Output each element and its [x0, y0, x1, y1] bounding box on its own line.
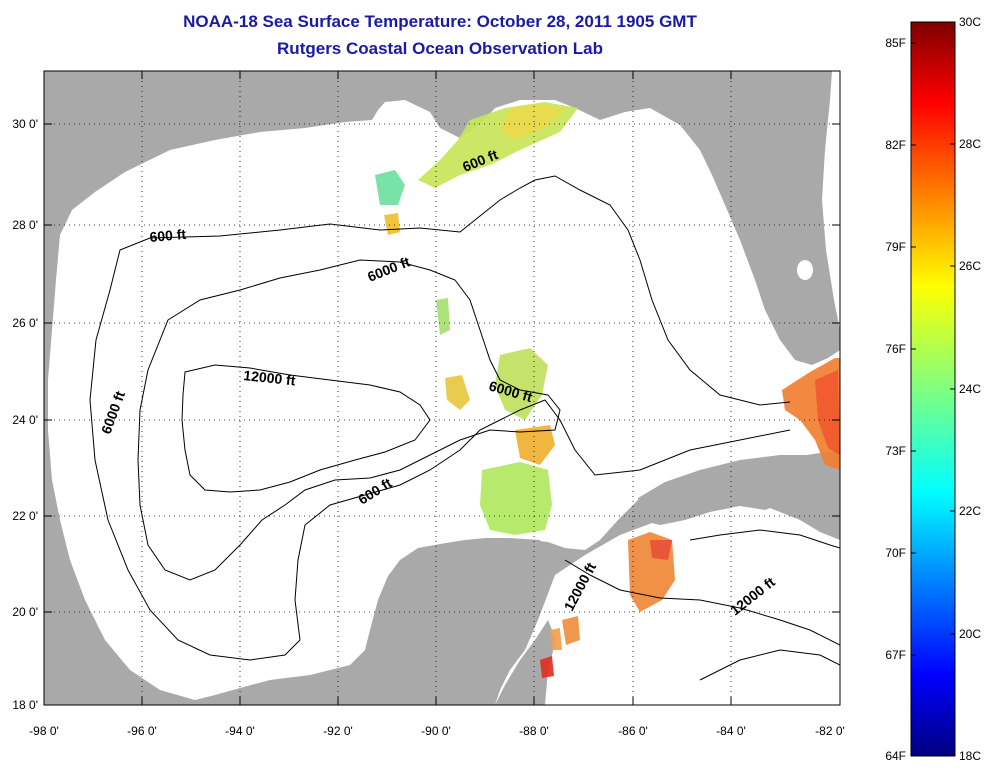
colorbar-c-label: 18C	[959, 749, 981, 763]
map-tick-marks	[43, 71, 841, 705]
bathymetry-contours	[89, 175, 840, 681]
lat-tick-label: 18 0'	[12, 698, 38, 712]
sst-patch-central-1	[436, 298, 450, 335]
sst-patch-central-4	[515, 425, 555, 465]
contour-label: 12000 ft	[243, 367, 297, 388]
lat-tick-label: 22 0'	[12, 509, 38, 523]
sst-patch-la-coast-2	[500, 104, 565, 140]
lat-tick-label: 28 0'	[12, 218, 38, 232]
lon-tick-label: -86 0'	[618, 724, 648, 738]
map-area: 600 ft 600 ft 6000 ft 6000 ft 12000 ft 6…	[44, 71, 840, 705]
gulf-ocean	[48, 100, 840, 700]
colorbar-f-label: 73F	[885, 444, 906, 458]
atlantic-ocean	[822, 71, 840, 330]
lat-tick-label: 20 0'	[12, 605, 38, 619]
lon-tick-label: -84 0'	[716, 724, 746, 738]
sst-data-layer	[375, 102, 840, 678]
lake-okeechobee	[797, 260, 813, 280]
colorbar-c-label: 26C	[959, 259, 981, 273]
contour-label: 600 ft	[149, 226, 187, 245]
yucatan-land	[372, 538, 548, 705]
lon-tick-label: -94 0'	[225, 724, 255, 738]
lon-tick-label: -88 0'	[519, 724, 549, 738]
lat-tick-label: 24 0'	[12, 413, 38, 427]
lon-tick-label: -96 0'	[127, 724, 157, 738]
sst-patch-yucatan-channel	[480, 462, 552, 535]
colorbar-f-label: 79F	[885, 240, 906, 254]
contour-600ft-west	[89, 249, 301, 661]
contour-600ft-shelf	[119, 175, 791, 406]
florida-land	[690, 110, 820, 362]
sst-patch-caribbean-5	[550, 628, 562, 650]
sst-patch-central-2	[495, 348, 548, 420]
contour-6000ft-caribbean	[689, 529, 840, 549]
sst-patch-caribbean-4	[540, 656, 554, 678]
contour-caribbean-deep	[699, 649, 840, 681]
caribbean-ocean	[495, 504, 840, 705]
colorbar-f-label: 76F	[885, 342, 906, 356]
colorbar-c-label: 30C	[959, 15, 981, 29]
colorbar-f-label: 64F	[885, 749, 906, 763]
sst-patch-central-3	[445, 375, 470, 410]
contour-6000ft-ring	[137, 259, 561, 581]
colorbar-ticks	[911, 21, 955, 757]
sst-patch-caribbean-3	[562, 616, 580, 645]
map-subtitle: Rutgers Coastal Ocean Observation Lab	[277, 39, 603, 58]
map-border	[43, 70, 841, 706]
lon-tick-label: -92 0'	[323, 724, 353, 738]
longitude-labels: -98 0' -96 0' -94 0' -92 0' -90 0' -88 0…	[29, 724, 845, 738]
colorbar-c-label: 28C	[959, 137, 981, 151]
contour-12000ft-abyss	[181, 364, 431, 493]
sst-patch-caribbean-2	[650, 540, 672, 560]
lon-tick-label: -98 0'	[29, 724, 59, 738]
colorbar-gradient	[910, 21, 956, 757]
colorbar-c-label: 24C	[959, 382, 981, 396]
lon-tick-label: -90 0'	[421, 724, 451, 738]
lon-tick-label: -82 0'	[815, 724, 845, 738]
colorbar-f-label: 85F	[885, 36, 906, 50]
sst-patch-ms-delta	[375, 170, 405, 205]
colorbar-c-label: 20C	[959, 627, 981, 641]
lat-tick-label: 30 0'	[12, 117, 38, 131]
map-graticule	[44, 71, 840, 705]
contour-12000ft-caribbean	[564, 559, 840, 646]
colorbar-c-label: 22C	[959, 504, 981, 518]
contour-600ft-yucatan	[294, 399, 791, 641]
temperature-colorbar: 85F 82F 79F 76F 73F 70F 67F 64F 30C 28C …	[885, 15, 981, 763]
lat-tick-label: 26 0'	[12, 316, 38, 330]
colorbar-f-label: 67F	[885, 648, 906, 662]
colorbar-f-label: 70F	[885, 546, 906, 560]
colorbar-f-label: 82F	[885, 138, 906, 152]
central-america-land	[495, 620, 556, 705]
map-title: NOAA-18 Sea Surface Temperature: October…	[183, 12, 697, 31]
latitude-labels: 30 0' 28 0' 26 0' 24 0' 22 0' 20 0' 18 0…	[12, 117, 38, 712]
cuba-land	[638, 452, 840, 525]
sst-patch-fl-keys-red	[815, 370, 840, 455]
